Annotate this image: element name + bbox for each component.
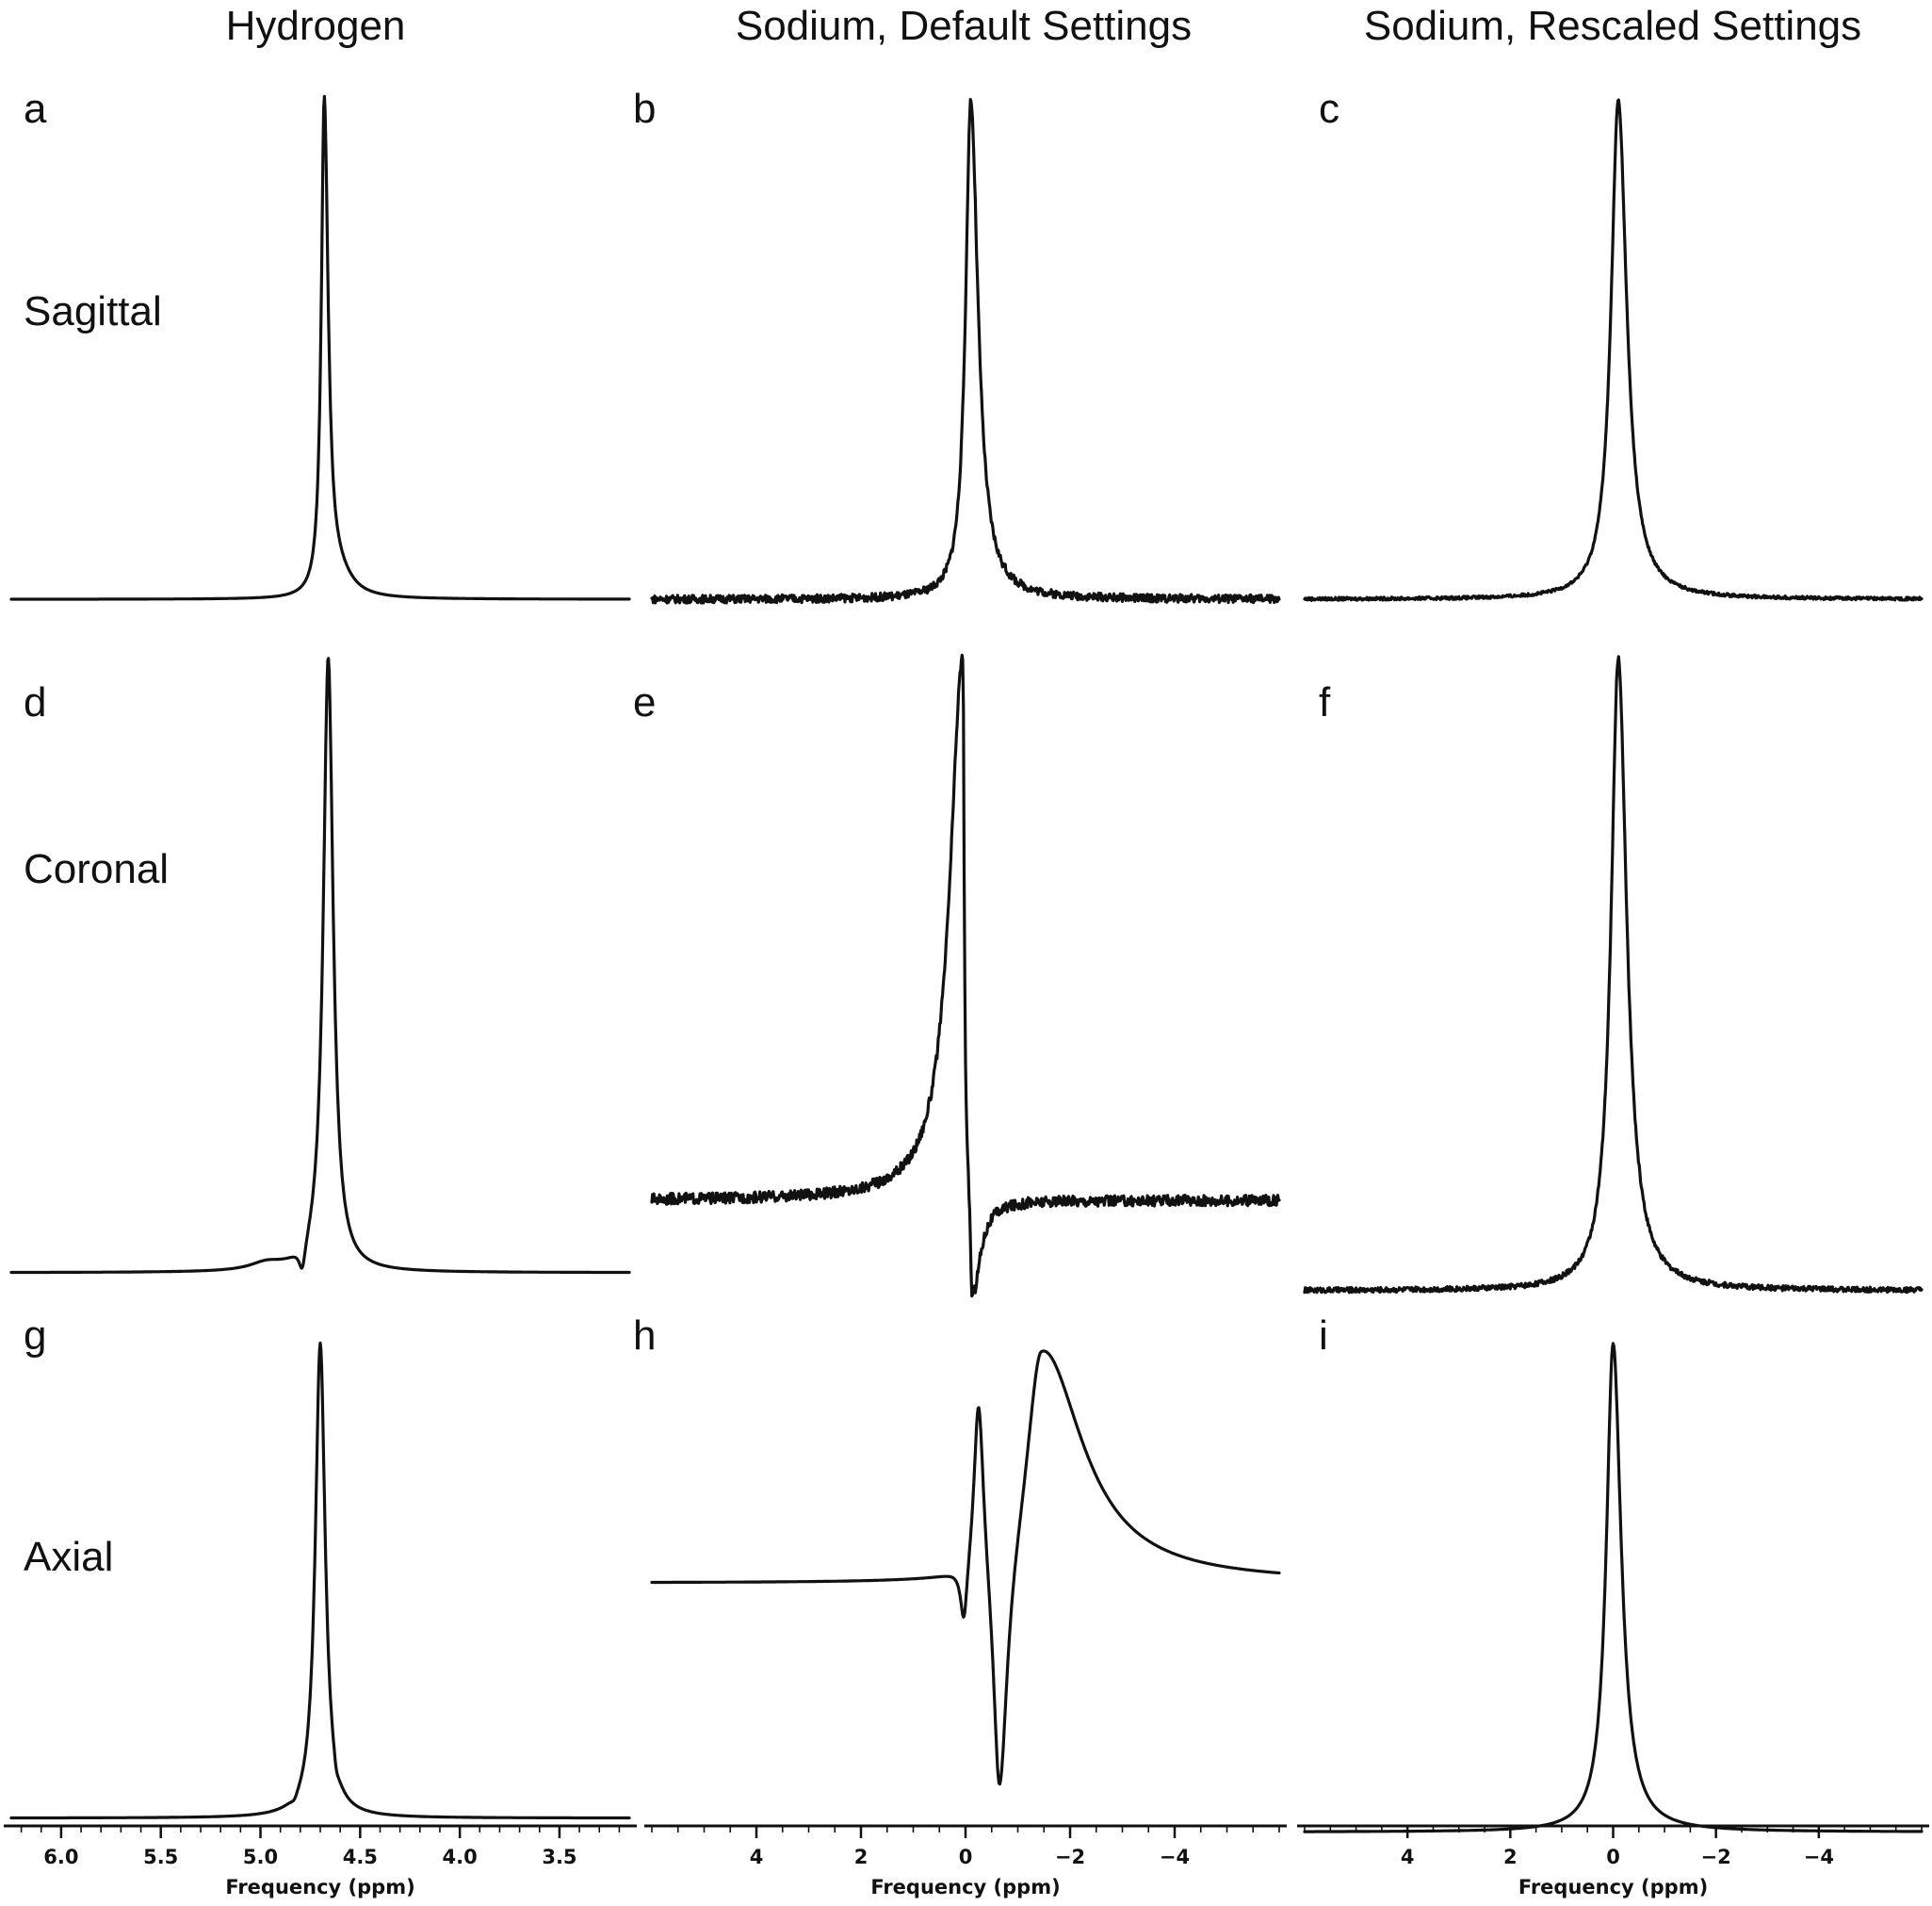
x-tick-label: 4.5 <box>343 1846 378 1868</box>
x-tick-label: 2 <box>1503 1846 1518 1868</box>
x-tick-label: −4 <box>1160 1846 1190 1868</box>
x-tick-label: 5.5 <box>143 1846 178 1868</box>
x-tick-label: −4 <box>1804 1846 1834 1868</box>
panel-letter-g: g <box>24 1312 46 1359</box>
spectrum-trace-i <box>1303 1342 1924 1833</box>
x-tick-label: 4 <box>1401 1846 1415 1868</box>
x-tick-label: 3.5 <box>542 1846 576 1868</box>
panel-letter-h: h <box>633 1312 656 1359</box>
frequency-axes: 6.0 5.5 5.0 4.5 4.0 3.5 Frequency (ppm) 4 2 0 −2 −4… <box>4 1824 1929 1898</box>
x-tick-label: −2 <box>1701 1846 1731 1868</box>
column-title-hydrogen: Hydrogen <box>226 3 406 49</box>
panel-letter-i: i <box>1319 1312 1328 1359</box>
x-tick-label: 5.0 <box>243 1846 278 1868</box>
x-tick-label: 6.0 <box>43 1846 78 1868</box>
panel-letter-e: e <box>633 679 656 725</box>
spectrum-trace-b <box>650 97 1281 605</box>
x-axis-label: Frequency (ppm) <box>225 1876 414 1898</box>
panel-letter-f: f <box>1319 679 1331 725</box>
spectrum-trace-a <box>9 94 631 601</box>
panel-letter-d: d <box>24 679 46 725</box>
panel-letter-c: c <box>1319 86 1339 132</box>
spectrum-traces <box>9 94 1924 1833</box>
row-label-coronal: Coronal <box>24 846 169 892</box>
spectrum-trace-g <box>9 1341 631 1820</box>
column-title-sodium-rescaled: Sodium, Rescaled Settings <box>1364 3 1861 49</box>
x-axis-label: Frequency (ppm) <box>870 1876 1060 1898</box>
panel-letter-b: b <box>633 86 656 132</box>
x-tick-label: 0 <box>959 1846 973 1868</box>
row-label-sagittal: Sagittal <box>24 288 162 334</box>
x-tick-label: 4.0 <box>443 1846 478 1868</box>
panel-letter-a: a <box>24 86 47 132</box>
x-tick-label: 0 <box>1606 1846 1620 1868</box>
row-label-axial: Axial <box>24 1534 113 1580</box>
spectrum-trace-e <box>650 653 1281 1298</box>
spectrum-trace-h <box>650 1349 1281 1786</box>
x-tick-label: 4 <box>750 1846 764 1868</box>
x-tick-label: 2 <box>854 1846 869 1868</box>
spectrum-trace-c <box>1303 98 1924 602</box>
spectrum-trace-d <box>9 657 631 1275</box>
x-tick-label: −2 <box>1055 1846 1085 1868</box>
spectrum-trace-f <box>1303 655 1924 1295</box>
x-axis-label: Frequency (ppm) <box>1518 1876 1708 1898</box>
column-title-sodium-default: Sodium, Default Settings <box>736 3 1192 49</box>
